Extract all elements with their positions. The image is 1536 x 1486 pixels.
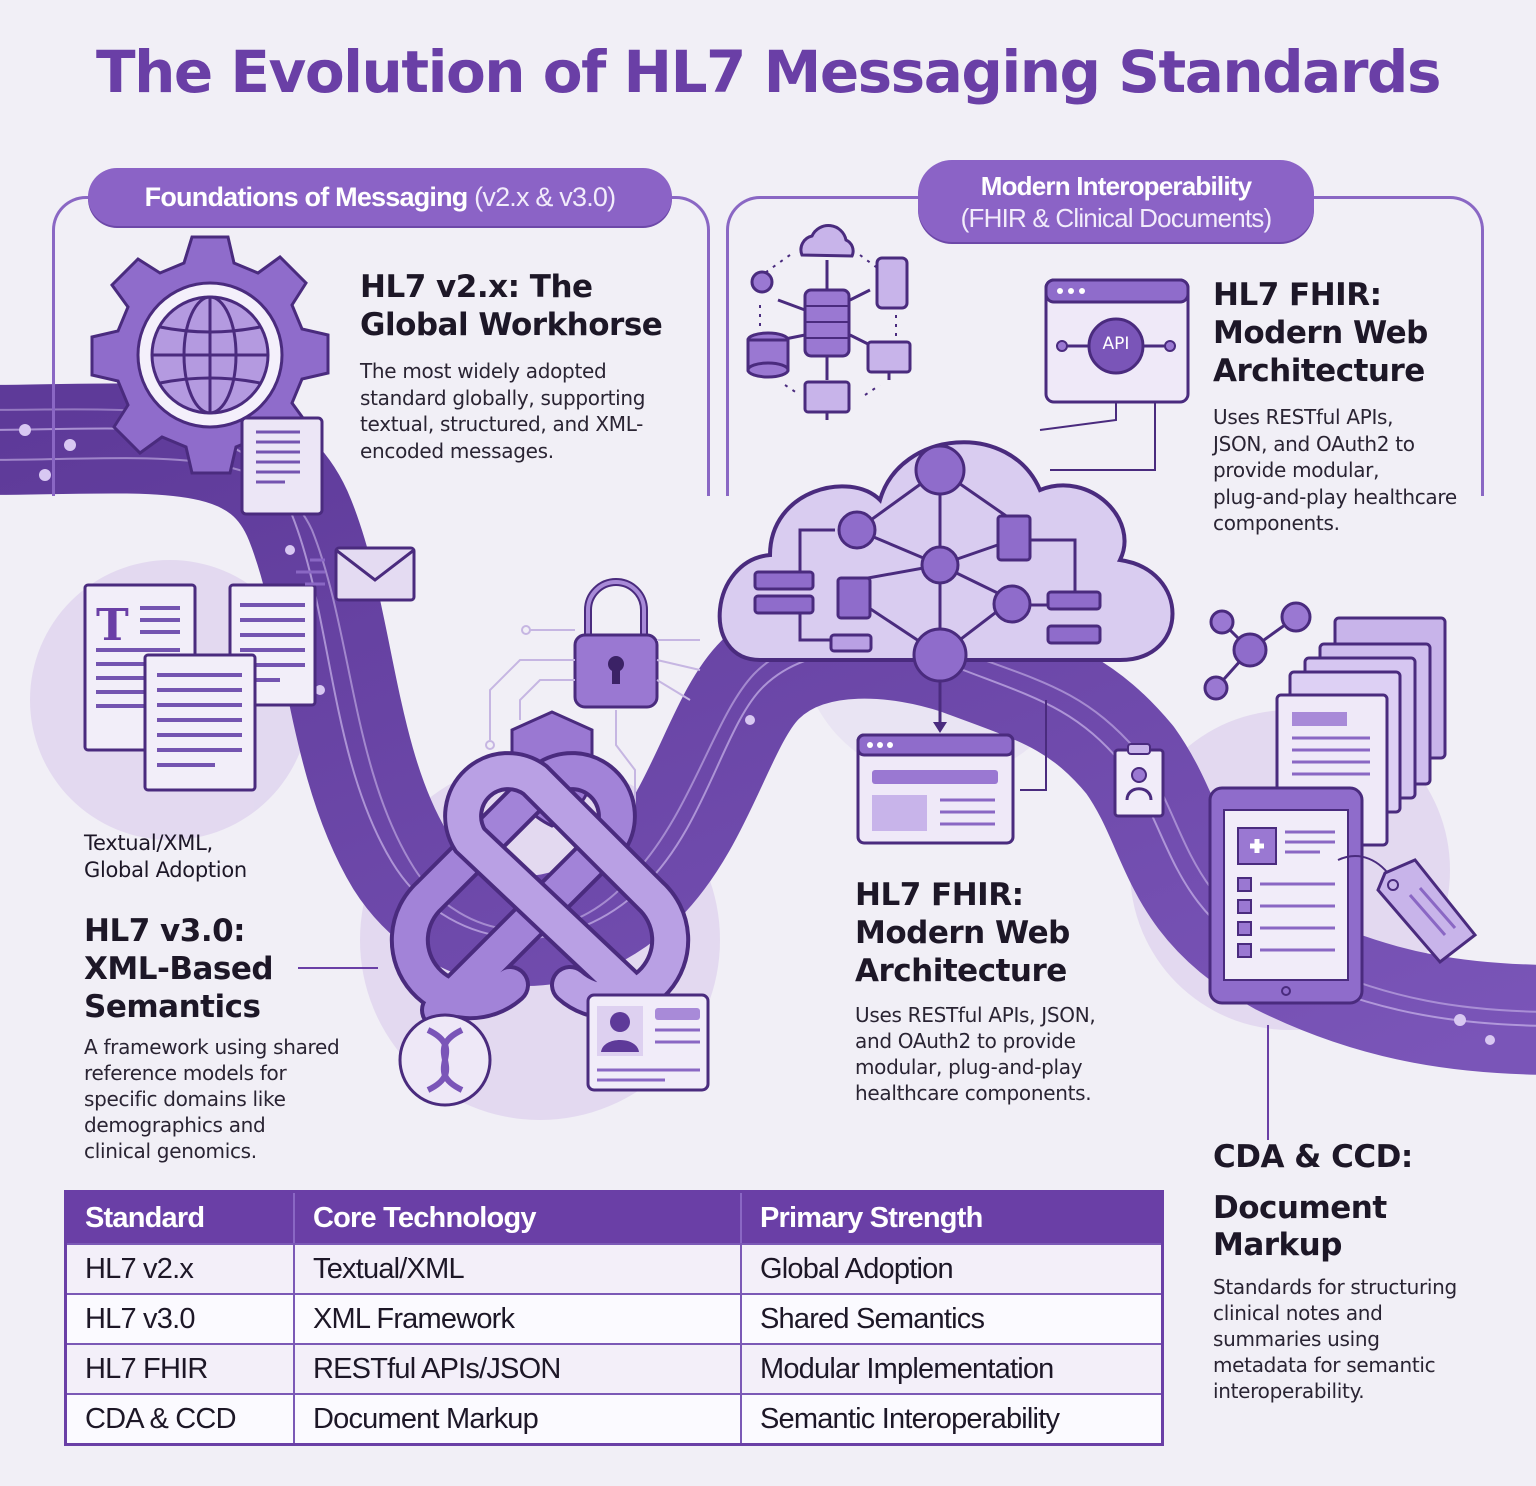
- v2-tagline-line2: Global Adoption: [84, 858, 247, 882]
- v3-heading-line2: XML-Based: [84, 951, 274, 987]
- fhir-mid-body-line: Uses RESTful APIs, JSON,: [855, 1003, 1096, 1027]
- v2-body-line: standard globally, supporting: [360, 385, 646, 410]
- patient-id-card-icon: [586, 993, 710, 1092]
- metadata-tag-icon: [1337, 855, 1478, 965]
- api-label: API: [1102, 334, 1130, 354]
- foundations-section-label: Foundations of Messaging (v2.x & v3.0): [88, 168, 672, 226]
- fhir-top-heading-line3: Architecture: [1213, 353, 1425, 389]
- fhir-mid-body-line: modular, plug-and-play: [855, 1055, 1083, 1079]
- table-cell: Shared Semantics: [760, 1302, 985, 1335]
- cda-heading-line3: Markup: [1213, 1227, 1342, 1263]
- table-cell: XML Framework: [295, 1295, 742, 1343]
- v2-body-line: The most widely adopted: [360, 359, 607, 383]
- v3-heading-line3: Semantics: [84, 989, 261, 1025]
- tablet-medical-record-icon: [1208, 786, 1364, 1140]
- circuit-lines: [485, 625, 701, 810]
- v2-heading-line2: Global Workhorse: [360, 307, 663, 343]
- table-row: CDA & CCD Document Markup Semantic Inter…: [67, 1393, 1161, 1443]
- cda-body-line: metadata for semantic: [1213, 1353, 1436, 1377]
- v3-body-line: specific domains like: [84, 1087, 286, 1111]
- table-cell: Global Adoption: [760, 1252, 954, 1285]
- table-row: HL7 v2.x Textual/XML Global Adoption: [67, 1243, 1161, 1293]
- card-hl7-fhir-middle: HL7 FHIR: Modern Web Architecture Uses R…: [855, 876, 1165, 1106]
- clinician-clipboard-icon: [1113, 743, 1165, 818]
- fhir-top-body-line: JSON, and OAuth2 to: [1213, 431, 1415, 456]
- table-header-cell: Standard: [67, 1193, 295, 1243]
- table-cell: CDA & CCD: [67, 1395, 295, 1443]
- doc-letter-t: T: [96, 600, 129, 651]
- fhir-mid-body-line: healthcare components.: [855, 1081, 1092, 1105]
- cda-body-line: summaries using: [1213, 1327, 1380, 1351]
- web-browser-icon: [856, 700, 1047, 845]
- molecule-icon: [1203, 601, 1312, 701]
- page-title: The Evolution of HL7 Messaging Standards: [96, 38, 1441, 106]
- card-cda-ccd: CDA & CCD: Document Markup Standards for…: [1213, 1138, 1513, 1404]
- fhir-mid-heading-line3: Architecture: [855, 953, 1067, 989]
- card-hl7-fhir-top: HL7 FHIR: Modern Web Architecture Uses R…: [1213, 276, 1513, 537]
- gear-globe-icon: [90, 235, 330, 475]
- api-browser-window-icon: [1039, 278, 1190, 471]
- fhir-mid-body-line: and OAuth2 to provide: [855, 1029, 1076, 1053]
- v2-body-line: encoded messages.: [360, 438, 554, 463]
- scroll-document-icon: [240, 416, 324, 516]
- v3-body-line: A framework using shared: [84, 1035, 340, 1059]
- modern-label-line1: Modern Interoperability: [980, 171, 1252, 201]
- fhir-top-body-line: provide modular,: [1213, 458, 1380, 482]
- foundations-label-light: (v2.x & v3.0): [474, 182, 616, 212]
- table-row: HL7 FHIR RESTful APIs/JSON Modular Imple…: [67, 1343, 1161, 1393]
- fhir-top-body-line: components.: [1213, 511, 1340, 535]
- cda-heading-line2: Document: [1213, 1190, 1387, 1226]
- cda-body-line: interoperability.: [1213, 1379, 1365, 1403]
- table-row: HL7 v3.0 XML Framework Shared Semantics: [67, 1293, 1161, 1343]
- table-cell: HL7 v3.0: [67, 1295, 295, 1343]
- table-cell: Document Markup: [295, 1395, 742, 1443]
- modern-label-line2: (FHIR & Clinical Documents): [960, 203, 1272, 233]
- table-header-row: Standard Core Technology Primary Strengt…: [67, 1193, 1161, 1243]
- fhir-top-heading-line2: Modern Web: [1213, 315, 1428, 351]
- cda-body-line: clinical notes and: [1213, 1301, 1383, 1325]
- v2-body-line: textual, structured, and XML-: [360, 412, 644, 436]
- comparison-table: Standard Core Technology Primary Strengt…: [64, 1190, 1164, 1446]
- dna-icon: [398, 1013, 492, 1107]
- table-header-cell: Primary Strength: [760, 1201, 983, 1234]
- card-hl7-v3: HL7 v3.0: XML-Based Semantics A framewor…: [84, 912, 384, 1164]
- v3-heading-line1: HL7 v3.0:: [84, 913, 246, 949]
- table-cell: HL7 FHIR: [67, 1345, 295, 1393]
- foundations-label-strong: Foundations of Messaging: [144, 182, 469, 212]
- v2-tagline-line1: Textual/XML,: [84, 831, 213, 855]
- card-hl7-v2: HL7 v2.x: The Global Workhorse The most …: [360, 268, 700, 464]
- v3-body-line: reference models for: [84, 1061, 287, 1085]
- table-cell: Semantic Interoperability: [760, 1402, 1060, 1435]
- cda-heading-line1: CDA & CCD:: [1213, 1139, 1413, 1175]
- modern-section-label: Modern Interoperability (FHIR & Clinical…: [918, 160, 1314, 242]
- cloud-network-icon: [717, 440, 1175, 733]
- table-cell: Modular Implementation: [760, 1352, 1054, 1385]
- fhir-mid-heading-line1: HL7 FHIR:: [855, 877, 1024, 913]
- fhir-mid-heading-line2: Modern Web: [855, 915, 1070, 951]
- network-devices-icon: [746, 224, 912, 420]
- fhir-top-heading-line1: HL7 FHIR:: [1213, 277, 1382, 313]
- text-documents-icon: T: [83, 583, 317, 792]
- table-cell: HL7 v2.x: [67, 1245, 295, 1293]
- envelope-icon: [296, 546, 416, 602]
- fhir-top-body-line: plug-and-play healthcare: [1213, 484, 1457, 509]
- fhir-top-body-line: Uses RESTful APIs,: [1213, 405, 1394, 429]
- v3-body-line: clinical genomics.: [84, 1139, 257, 1163]
- table-cell: Textual/XML: [295, 1245, 742, 1293]
- v3-body-line: demographics and: [84, 1113, 266, 1137]
- table-header-cell: Core Technology: [295, 1193, 742, 1243]
- table-cell: RESTful APIs/JSON: [295, 1345, 742, 1393]
- padlock-icon: [573, 578, 659, 709]
- v2-heading-line1: HL7 v2.x: The: [360, 269, 593, 305]
- v2-tagline: Textual/XML, Global Adoption: [84, 830, 247, 884]
- cda-body-line: Standards for structuring: [1213, 1275, 1457, 1299]
